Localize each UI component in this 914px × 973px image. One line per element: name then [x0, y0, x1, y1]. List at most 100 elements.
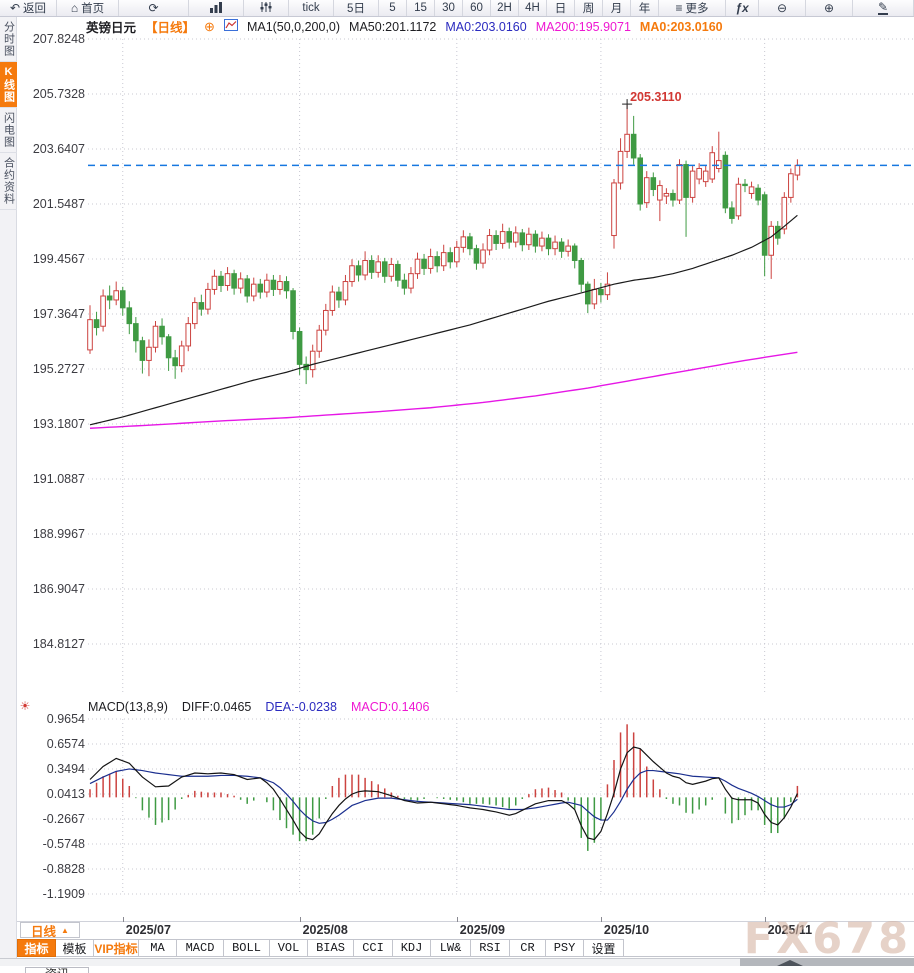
- sidebar-item-闪电图[interactable]: 闪电图: [0, 108, 17, 153]
- indicator-tab-VOL[interactable]: VOL: [270, 939, 308, 957]
- indicator-tab-VIP指标[interactable]: VIP指标: [94, 939, 139, 957]
- chart-title-row: 英镑日元 【日线】 ⊕ MA1(50,0,200,0) MA50:201.117…: [86, 18, 723, 36]
- topbar-period-5-button[interactable]: 5: [379, 0, 407, 16]
- indicator-tab-RSI[interactable]: RSI: [471, 939, 510, 957]
- dea-line: [89, 768, 798, 824]
- ma-lines-layer: [89, 214, 798, 429]
- x-axis-tick: [764, 917, 766, 922]
- topbar-home-label: 首页: [81, 3, 105, 15]
- topbar-back-button[interactable]: ↶ 返回: [0, 0, 57, 16]
- macd-y-axis-label: -1.1909: [42, 887, 85, 901]
- svg-text:205.3110: 205.3110: [630, 90, 681, 104]
- period-selector-label: 日线: [31, 924, 57, 939]
- chevron-up-icon: ▲: [61, 925, 69, 935]
- indicator-tab-设置[interactable]: 设置: [584, 939, 624, 957]
- macd-dea-value: DEA:-0.0238: [265, 700, 337, 714]
- pencil-icon: ✎: [877, 0, 889, 15]
- partial-news-tab[interactable]: 资讯: [25, 967, 89, 973]
- gridlines-layer: [88, 38, 914, 895]
- topbar-period-2h-button[interactable]: 2H: [491, 0, 519, 16]
- topbar-period-day-button[interactable]: 日: [547, 0, 575, 16]
- topbar-period-month-button[interactable]: 月: [603, 0, 631, 16]
- horizontal-scrollbar-track[interactable]: [0, 958, 914, 966]
- ma50-line: [89, 214, 798, 426]
- topbar-indicator-settings-button[interactable]: [244, 0, 289, 16]
- topbar-period-5d-button[interactable]: 5日: [334, 0, 379, 16]
- left-sidebar: 分时图 K线图 闪电图 合约资料: [0, 17, 17, 958]
- macd-y-axis-label: -0.2667: [42, 812, 85, 826]
- topbar-zoom-in-button[interactable]: ⊕: [806, 0, 853, 16]
- macd-y-axis-label: 0.6574: [46, 737, 85, 751]
- topbar-period-day-label: 日: [554, 3, 567, 15]
- x-axis-date-label: 2025/08: [302, 923, 348, 937]
- sidebar-item-分时图[interactable]: 分时图: [0, 17, 17, 62]
- topbar-period-5d-label: 5日: [347, 3, 365, 15]
- y-axis-label: 197.3647: [32, 307, 85, 321]
- macd-histogram-layer: [89, 724, 799, 851]
- topbar-period-tick-button[interactable]: tick: [289, 0, 334, 16]
- topbar-period-4h-button[interactable]: 4H: [519, 0, 547, 16]
- indicator-tab-模板[interactable]: 模板: [56, 939, 94, 957]
- x-axis-tick: [299, 917, 301, 922]
- x-axis-tick: [456, 917, 458, 922]
- topbar-period-30-label: 30: [442, 2, 455, 14]
- topbar-home-button[interactable]: ⌂ 首页: [57, 0, 119, 16]
- topbar-period-year-button[interactable]: 年: [631, 0, 659, 16]
- add-compare-icon[interactable]: ⊕: [204, 18, 215, 34]
- topbar-period-2h-label: 2H: [497, 2, 512, 14]
- scrollbar-up-arrow-icon[interactable]: [777, 960, 803, 966]
- mini-chart-icon[interactable]: [223, 19, 238, 34]
- topbar-period-30-button[interactable]: 30: [435, 0, 463, 16]
- topbar-chart-style-button[interactable]: [189, 0, 244, 16]
- zoom-out-icon: ⊖: [776, 1, 788, 15]
- macd-y-axis-label: -0.8828: [42, 862, 85, 876]
- topbar-more-button[interactable]: ≡ 更多: [659, 0, 726, 16]
- macd-settings-icon[interactable]: ☀: [19, 699, 31, 713]
- indicator-tab-指标[interactable]: 指标: [17, 939, 56, 957]
- topbar-period-60-button[interactable]: 60: [463, 0, 491, 16]
- sidebar-item-K线图[interactable]: K线图: [0, 62, 17, 108]
- topbar-period-week-label: 周: [582, 3, 595, 15]
- home-icon: ⌂: [70, 1, 79, 15]
- y-axis-label: 199.4567: [32, 252, 85, 266]
- diff-line: [89, 746, 798, 841]
- sidebar-item-合约资料[interactable]: 合约资料: [0, 153, 17, 210]
- topbar-draw-button[interactable]: ✎: [853, 0, 914, 16]
- topbar-more-label: 更多: [685, 3, 709, 15]
- top-toolbar: ↶ 返回 ⌂ 首页 ⟳ tick 5日 5 15 30 60 2H 4H 日周月年 ≡ 更多 ƒx ⊖ ⊕ ✎: [0, 0, 914, 17]
- ma50-value: MA50:201.1172: [349, 19, 437, 34]
- x-axis-tick: [122, 917, 124, 922]
- indicator-tab-LW&[interactable]: LW&: [431, 939, 471, 957]
- refresh-icon: ⟳: [148, 1, 159, 15]
- indicator-tab-BOLL[interactable]: BOLL: [224, 939, 270, 957]
- horizontal-scrollbar-thumb[interactable]: [740, 958, 914, 966]
- indicator-tab-PSY[interactable]: PSY: [546, 939, 584, 957]
- topbar-zoom-out-button[interactable]: ⊖: [759, 0, 806, 16]
- period-tag: 【日线】: [145, 21, 196, 35]
- y-axis-label: 205.7328: [32, 87, 85, 101]
- indicator-tab-MACD[interactable]: MACD: [177, 939, 224, 957]
- indicator-tab-CCI[interactable]: CCI: [354, 939, 393, 957]
- macd-macd-value: MACD:0.1406: [350, 700, 430, 714]
- topbar-period-15-button[interactable]: 15: [407, 0, 435, 16]
- indicator-tab-CR[interactable]: CR: [510, 939, 546, 957]
- ma200-value: MA200:195.9071: [535, 19, 631, 34]
- topbar-fx-button[interactable]: ƒx: [726, 0, 759, 16]
- x-axis-tick: [600, 917, 602, 922]
- topbar-period-15-label: 15: [414, 2, 427, 14]
- high-annotation: 205.3110: [622, 90, 682, 110]
- bar-chart-icon: [209, 1, 223, 16]
- topbar-period-tick-label: tick: [302, 2, 320, 14]
- topbar-period-week-button[interactable]: 周: [575, 0, 603, 16]
- period-selector-button[interactable]: 日线 ▲: [20, 922, 80, 939]
- topbar-period-4h-label: 4H: [525, 2, 540, 14]
- topbar-refresh-button[interactable]: ⟳: [119, 0, 189, 16]
- indicator-tab-BIAS[interactable]: BIAS: [308, 939, 354, 957]
- indicator-tab-KDJ[interactable]: KDJ: [393, 939, 431, 957]
- topbar-period-5-label: 5: [389, 2, 396, 14]
- macd-lines-layer: [89, 746, 798, 841]
- indicator-tab-MA[interactable]: MA: [139, 939, 177, 957]
- back-arrow-icon: ↶: [9, 1, 21, 15]
- topbar-fx-label: ƒx: [735, 1, 749, 15]
